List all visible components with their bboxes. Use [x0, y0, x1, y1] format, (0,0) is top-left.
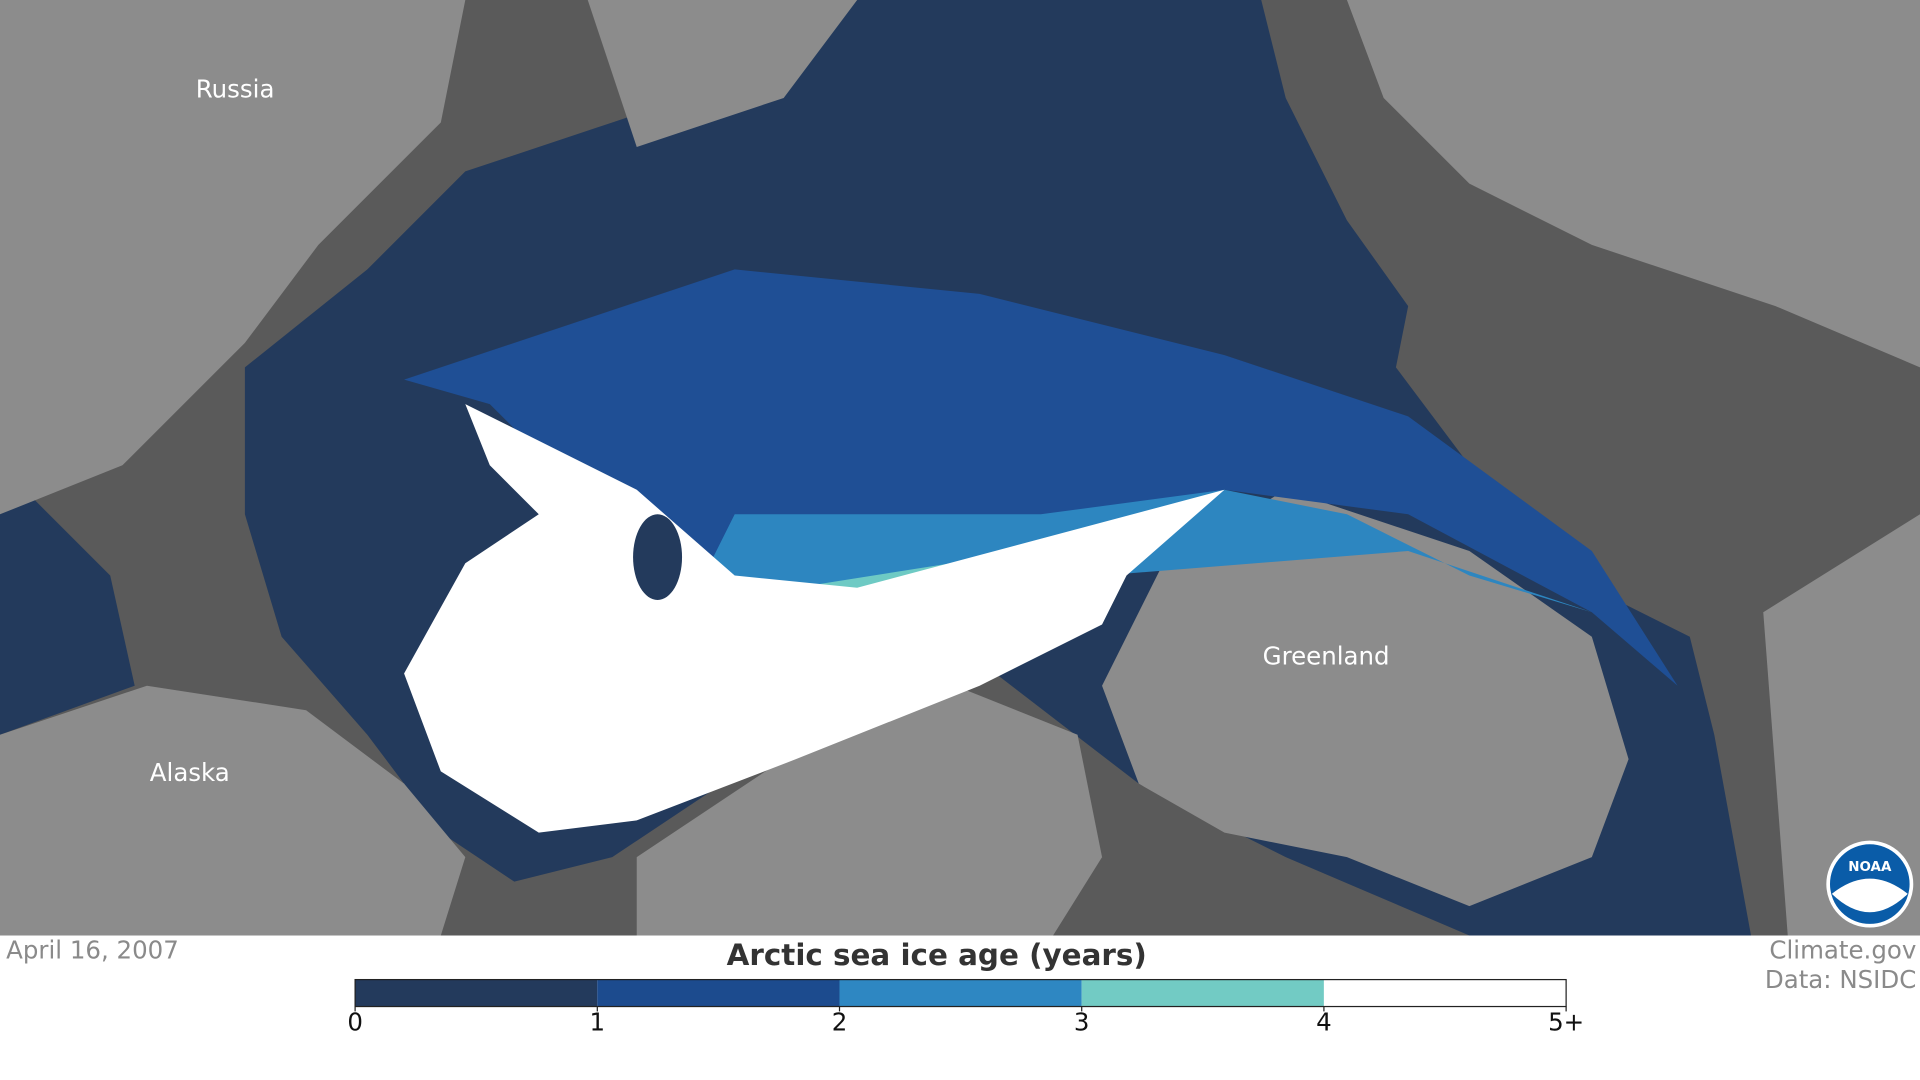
- legend-tick-label: 3: [1074, 1008, 1090, 1037]
- legend-swatch: [597, 979, 840, 1007]
- map: Russia Alaska Greenland NOAA: [0, 0, 1920, 936]
- legend-title: Arctic sea ice age (years): [727, 938, 1147, 972]
- legend-tick-label: 1: [590, 1008, 606, 1037]
- legend-swatch: [1323, 979, 1567, 1007]
- credit: Climate.gov: [1769, 935, 1916, 964]
- legend-swatch: [355, 979, 598, 1007]
- logo-text: NOAA: [1848, 860, 1892, 875]
- ice-region: [404, 404, 1225, 833]
- legend-tick-label: 5+: [1548, 1008, 1584, 1037]
- open-water: [633, 514, 683, 600]
- legend-swatch: [839, 979, 1082, 1007]
- credit: Data: NSIDC: [1765, 965, 1916, 994]
- land: [0, 0, 466, 515]
- place-label: Russia: [196, 75, 275, 104]
- ice-region: [587, 489, 1592, 735]
- legend: 0 1 2 3 4 5+: [347, 978, 1584, 1037]
- place-label: Alaska: [150, 758, 230, 787]
- land: [587, 0, 858, 147]
- ocean: [0, 465, 135, 735]
- land: [1102, 489, 1629, 907]
- land: [1346, 0, 1920, 368]
- legend-frame: [354, 978, 1567, 1008]
- legend-tick-label: 4: [1316, 1008, 1332, 1037]
- land: [1763, 514, 1920, 936]
- logo-wave: [1831, 878, 1908, 913]
- legend-swatch: [1081, 979, 1324, 1007]
- land: [636, 685, 1103, 936]
- place-label: Greenland: [1263, 642, 1390, 671]
- legend-tick-label: 2: [832, 1008, 848, 1037]
- date: April 16, 2007: [6, 935, 179, 964]
- legend-tick-label: 0: [347, 1008, 363, 1037]
- land: [0, 685, 466, 936]
